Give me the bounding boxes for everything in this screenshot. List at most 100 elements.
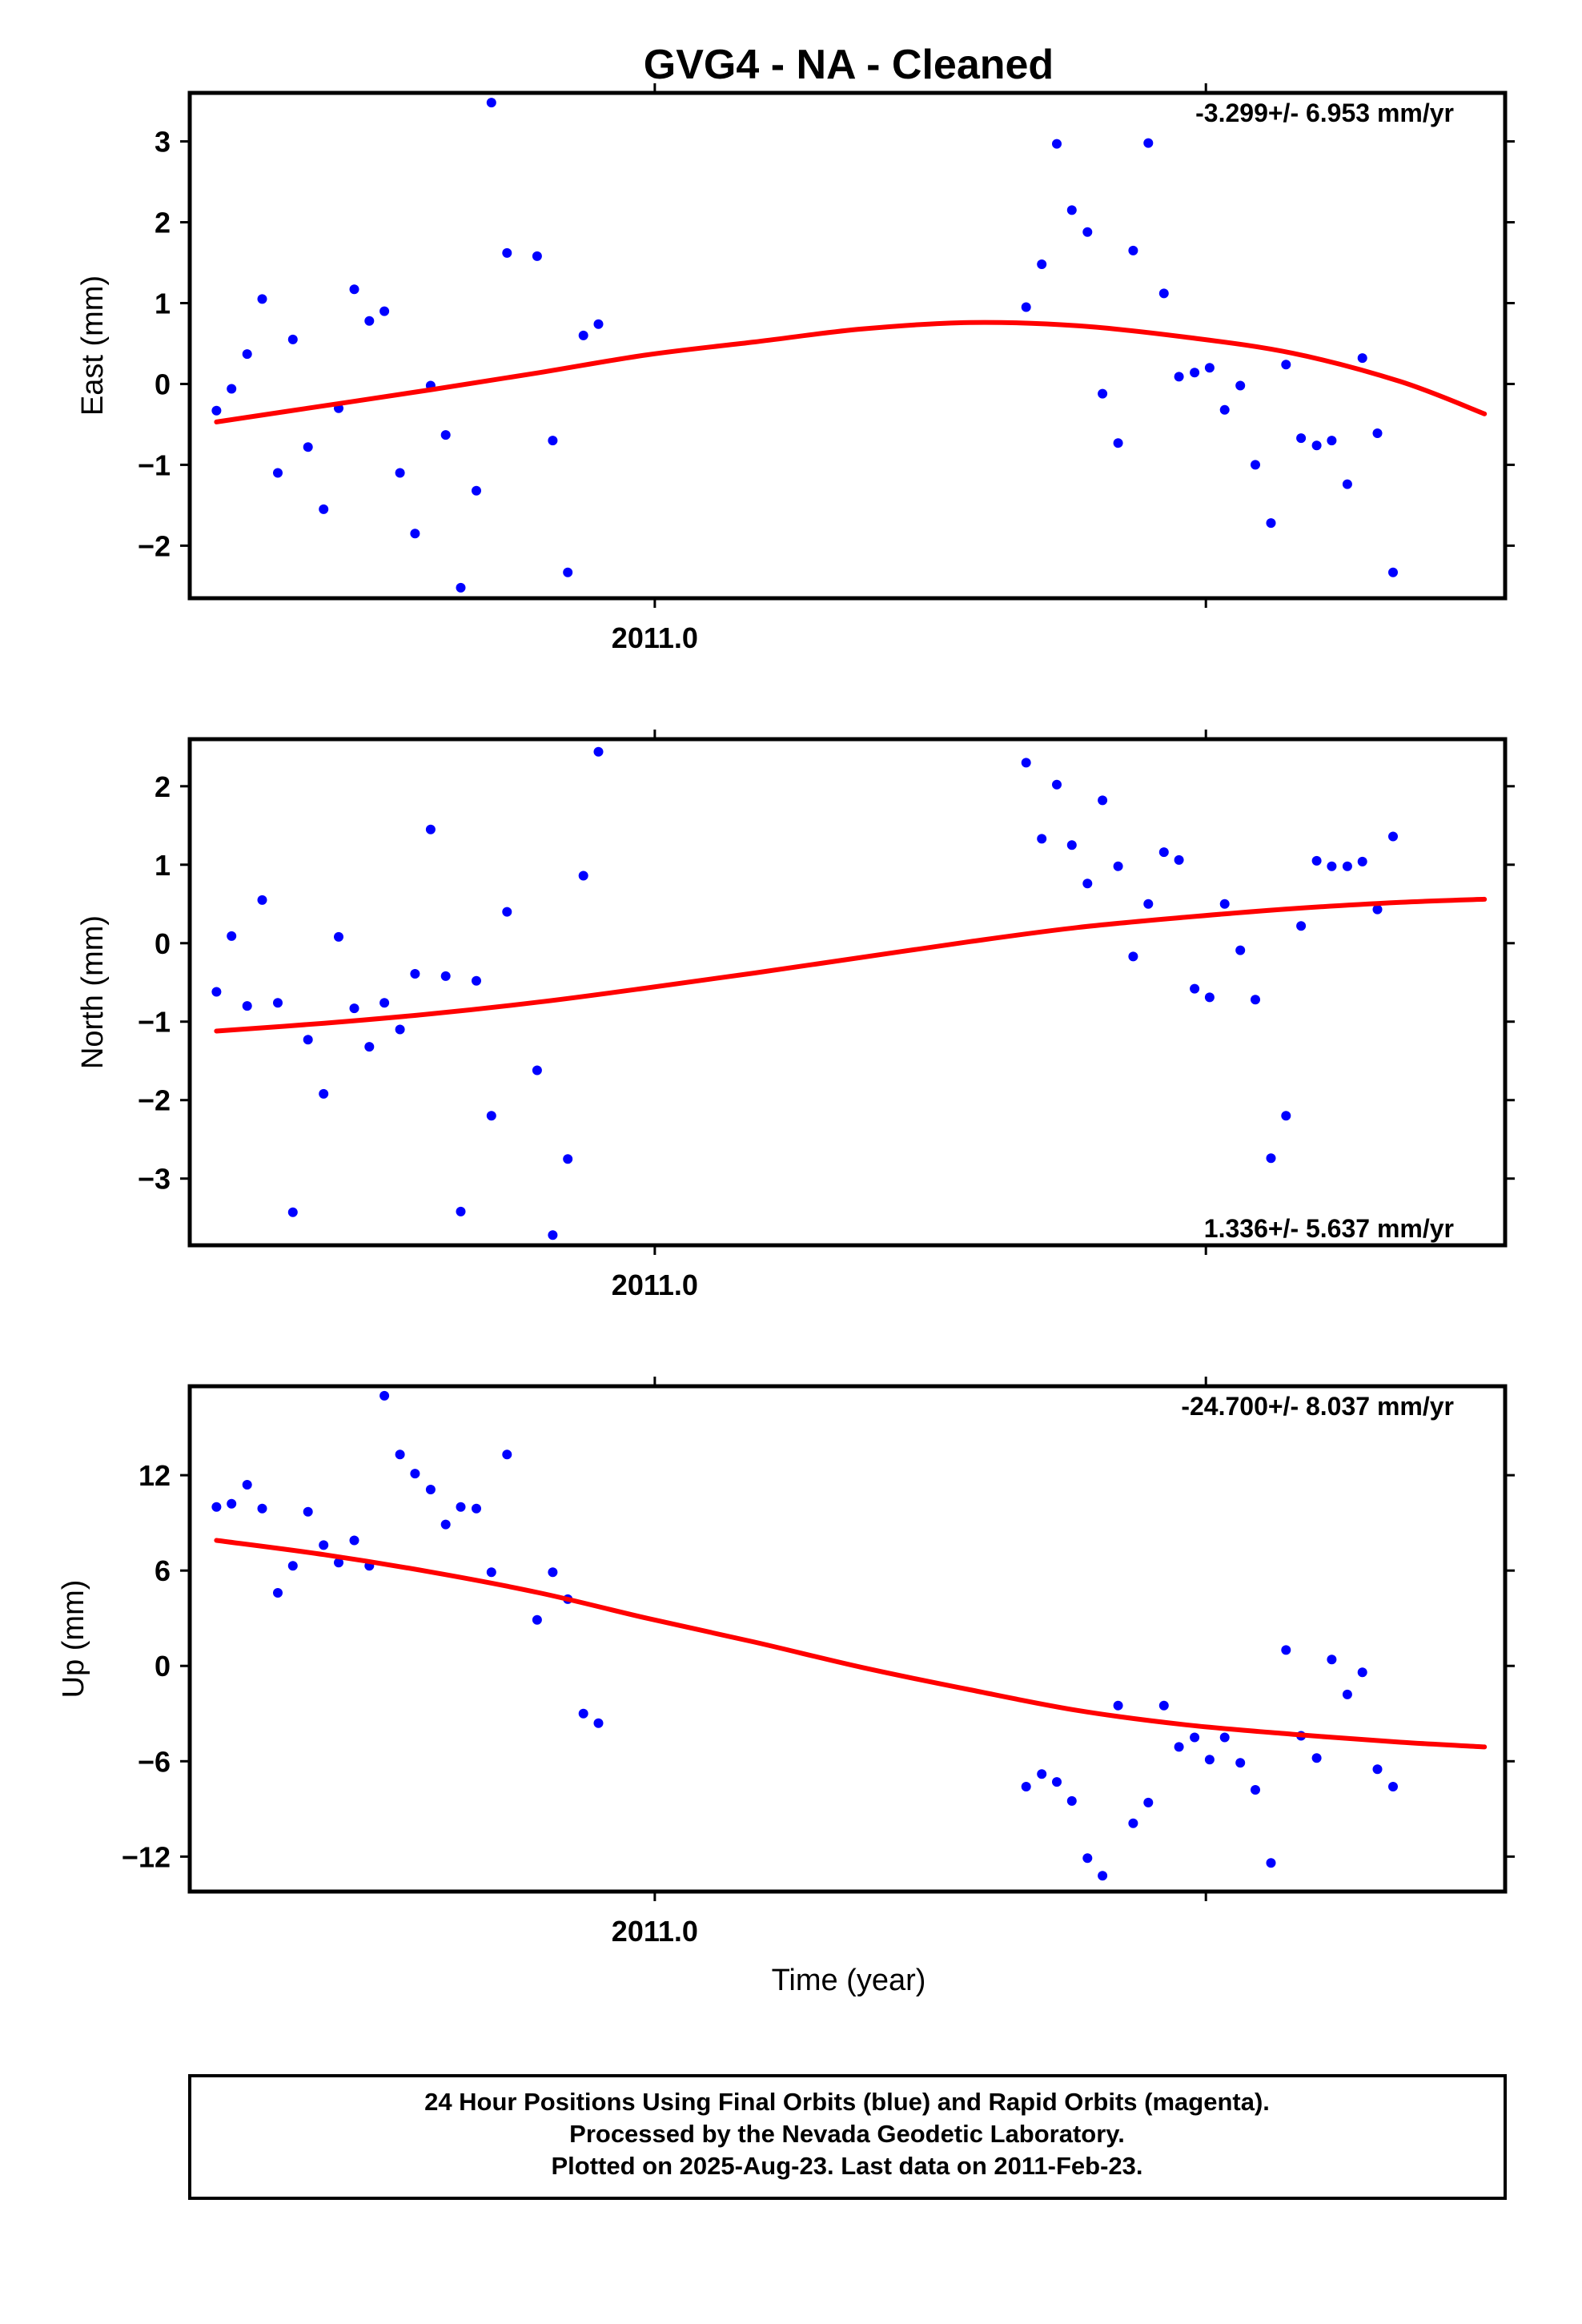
up-data-point	[1204, 1755, 1215, 1765]
north-data-point	[1021, 758, 1031, 768]
north-ytick-label: 0	[155, 927, 171, 960]
up-data-point	[1311, 1753, 1322, 1763]
up-data-point	[1052, 1777, 1062, 1787]
up-data-point	[548, 1567, 558, 1578]
east-data-point	[1158, 288, 1169, 299]
east-panel: −2 −1 0 1 2 3 2011.0 East (mm) -3.299+/- 6.953 m…	[76, 83, 1515, 654]
east-data-point	[472, 485, 481, 496]
up-data-point	[242, 1480, 252, 1490]
east-data-point	[1066, 205, 1077, 215]
north-data-point	[1235, 945, 1246, 955]
footer-line-3: Plotted on 2025-Aug-23. Last data on 201…	[551, 2152, 1142, 2180]
east-data-point	[273, 468, 283, 478]
up-data-point	[1342, 1689, 1352, 1699]
east-ytick-label: 1	[155, 287, 171, 320]
up-xtick-label: 2011.0	[612, 1915, 698, 1948]
east-data-point	[1251, 460, 1260, 470]
east-data-point	[1190, 368, 1200, 378]
east-data-point	[532, 251, 542, 261]
north-data-point	[1082, 879, 1093, 889]
east-data-point	[593, 319, 604, 329]
up-data-point	[1128, 1818, 1138, 1828]
east-data-point	[502, 247, 512, 258]
up-ytick-label: 12	[139, 1459, 171, 1492]
north-data-point	[1296, 921, 1307, 931]
north-data-point	[1311, 855, 1322, 866]
east-data-point	[349, 284, 359, 295]
north-data-point	[1342, 861, 1352, 871]
east-data-point	[578, 330, 588, 340]
north-data-point	[1143, 899, 1154, 909]
up-data-point	[1143, 1797, 1154, 1807]
north-fit-curve	[214, 896, 1488, 1034]
north-data-point	[1190, 983, 1200, 994]
east-data-point	[1219, 404, 1230, 415]
east-data-point	[1281, 360, 1291, 370]
north-data-point	[440, 971, 451, 981]
north-data-point	[1037, 834, 1047, 844]
north-data-point	[1372, 904, 1383, 915]
north-data-point	[456, 1206, 466, 1216]
east-data-point	[1098, 388, 1108, 399]
up-data-point	[1021, 1782, 1031, 1791]
up-data-point	[1219, 1732, 1230, 1743]
east-data-point	[410, 529, 420, 539]
east-data-point	[1113, 438, 1123, 448]
x-axis-label: Time (year)	[772, 1964, 926, 1997]
up-data-point	[349, 1535, 359, 1546]
up-data-point	[1174, 1742, 1184, 1752]
east-data-point	[548, 436, 558, 446]
east-fit-curve	[214, 320, 1488, 424]
east-plot-frame	[187, 90, 1508, 601]
footer-box: 24 Hour Positions Using Final Orbits (bl…	[188, 2074, 1507, 2200]
east-data-point	[1296, 433, 1307, 444]
up-panel: −12 −6 0 6 12 2011.0 Up (mm) -24.700+/- 8.037 m…	[57, 1377, 1515, 1948]
north-data-point	[1052, 779, 1062, 790]
up-data-point	[334, 1558, 343, 1568]
up-data-point	[379, 1390, 390, 1401]
north-data-point	[334, 931, 343, 942]
east-ytick-label: 2	[155, 207, 171, 239]
north-data-point	[1066, 840, 1077, 850]
north-data-point	[1281, 1111, 1291, 1121]
up-data-point	[502, 1449, 512, 1460]
east-data-point	[1021, 302, 1031, 312]
up-data-point	[1235, 1758, 1246, 1768]
north-ytick-label: −2	[138, 1084, 171, 1117]
footer-line-2: Processed by the Nevada Geodetic Laborat…	[569, 2120, 1125, 2148]
up-data-point	[395, 1449, 405, 1460]
north-data-point	[593, 746, 604, 757]
up-plot-frame	[187, 1384, 1508, 1894]
up-data-point	[257, 1503, 267, 1514]
north-data-point	[1158, 847, 1169, 858]
north-data-point	[1357, 856, 1367, 866]
north-xtick-label: 2011.0	[612, 1269, 698, 1301]
east-data-point	[1082, 227, 1093, 237]
north-ytick-label: 1	[155, 849, 171, 882]
north-data-point	[1327, 861, 1337, 871]
north-data-point	[303, 1035, 313, 1045]
east-data-point	[242, 349, 252, 360]
north-data-point	[364, 1042, 375, 1052]
east-data-point	[395, 468, 405, 478]
north-data-point	[563, 1154, 573, 1164]
east-data-point	[227, 384, 237, 394]
east-ytick-label: 3	[155, 126, 171, 159]
north-ytick-label: −1	[138, 1006, 171, 1039]
up-data-point	[532, 1614, 542, 1625]
east-data-point	[1235, 380, 1246, 391]
north-data-point	[242, 1001, 252, 1011]
north-plot-frame	[187, 737, 1508, 1248]
up-data-point	[1251, 1785, 1260, 1795]
north-data-point	[287, 1207, 298, 1217]
up-data-point	[1098, 1871, 1108, 1881]
north-data-point	[379, 998, 390, 1008]
north-data-point	[1266, 1153, 1276, 1164]
north-data-point	[532, 1065, 542, 1076]
north-data-point	[1174, 854, 1184, 865]
east-data-point	[440, 430, 451, 440]
north-data-point	[1113, 861, 1123, 871]
north-data-point	[1204, 992, 1215, 1003]
east-data-point	[364, 316, 375, 326]
north-panel: −3 −2 −1 0 1 2 2011.0 North (mm) 1.336+/- 5.637 …	[76, 730, 1515, 1301]
